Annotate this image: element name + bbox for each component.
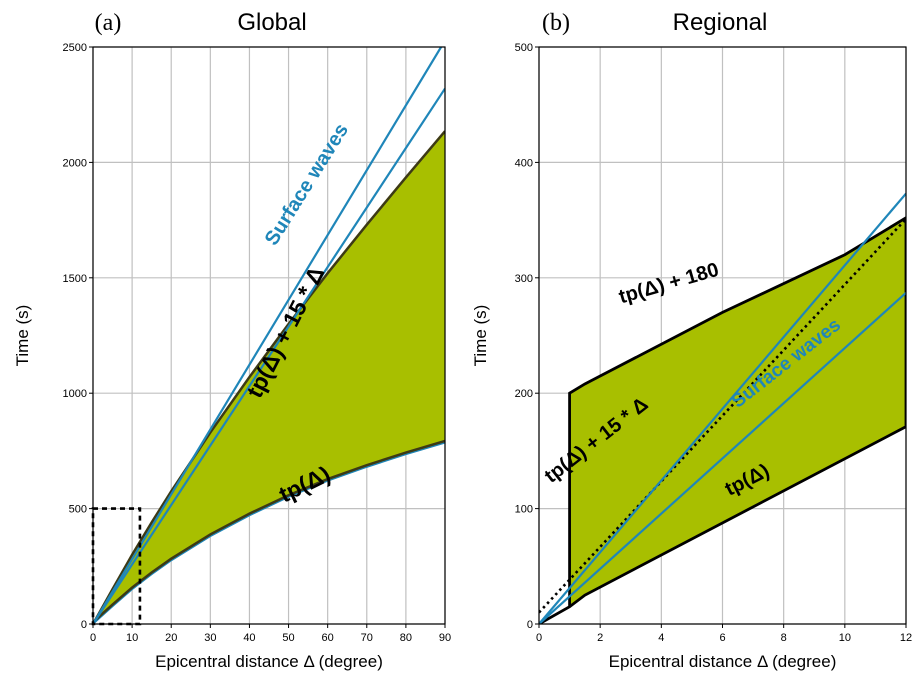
panel-title: Global — [237, 9, 306, 36]
x-tick-label: 60 — [322, 632, 334, 644]
y-tick-label: 500 — [69, 504, 87, 516]
axes-frame — [92, 46, 446, 625]
travel-time-band — [93, 131, 445, 624]
x-tick-label: 2 — [597, 632, 603, 644]
x-tick-label: 70 — [361, 632, 373, 644]
series-line-surface-waves — [539, 291, 906, 624]
x-tick-label: 8 — [781, 632, 787, 644]
panel-title: Regional — [673, 9, 768, 36]
band-lower-edge-shadow — [93, 442, 445, 624]
x-tick-label: 20 — [165, 632, 177, 644]
panel-global: 0 10 20 30 40 50 60 70 80 9005001000150020002500S… — [13, 9, 451, 671]
x-tick-label: 6 — [719, 632, 725, 644]
plot-content — [539, 192, 906, 624]
travel-time-band — [539, 216, 906, 624]
series-line-surface-waves — [539, 192, 906, 624]
y-tick-label: 200 — [515, 388, 533, 400]
y-tick-label: 0 — [81, 619, 87, 631]
y-tick-label: 2000 — [63, 157, 87, 169]
x-tick-label: 10 — [839, 632, 851, 644]
x-tick-label: 40 — [243, 632, 255, 644]
x-axis-label: Epicentral distance Δ (degree) — [609, 652, 837, 671]
x-tick-label: 12 — [900, 632, 912, 644]
plot-content — [93, 47, 445, 624]
y-tick-label: 100 — [515, 504, 533, 516]
x-tick-label: 4 — [658, 632, 664, 644]
y-tick-label: 500 — [515, 42, 533, 54]
band-upper-edge — [93, 130, 445, 624]
y-axis-label: Time (s) — [471, 305, 490, 367]
x-tick-label: 90 — [439, 632, 451, 644]
y-tick-label: 1500 — [63, 273, 87, 285]
y-tick-label: 400 — [515, 157, 533, 169]
x-tick-label: 80 — [400, 632, 412, 644]
band-lower-edge — [93, 439, 445, 624]
y-tick-label: 0 — [527, 619, 533, 631]
series-line-surface-waves — [93, 87, 445, 624]
x-axis-label: Epicentral distance Δ (degree) — [155, 652, 383, 671]
x-tick-label: 0 — [536, 632, 542, 644]
x-tick-label: 0 — [90, 632, 96, 644]
y-tick-label: 300 — [515, 273, 533, 285]
panel-tag: (b) — [542, 10, 570, 36]
y-axis-label: Time (s) — [13, 305, 32, 367]
y-tick-label: 2500 — [63, 42, 87, 54]
y-tick-label: 1000 — [63, 388, 87, 400]
panel-tag: (a) — [95, 10, 122, 36]
x-tick-label: 10 — [126, 632, 138, 644]
x-tick-label: 30 — [204, 632, 216, 644]
series-line-surface-waves — [93, 47, 443, 624]
x-tick-label: 50 — [282, 632, 294, 644]
